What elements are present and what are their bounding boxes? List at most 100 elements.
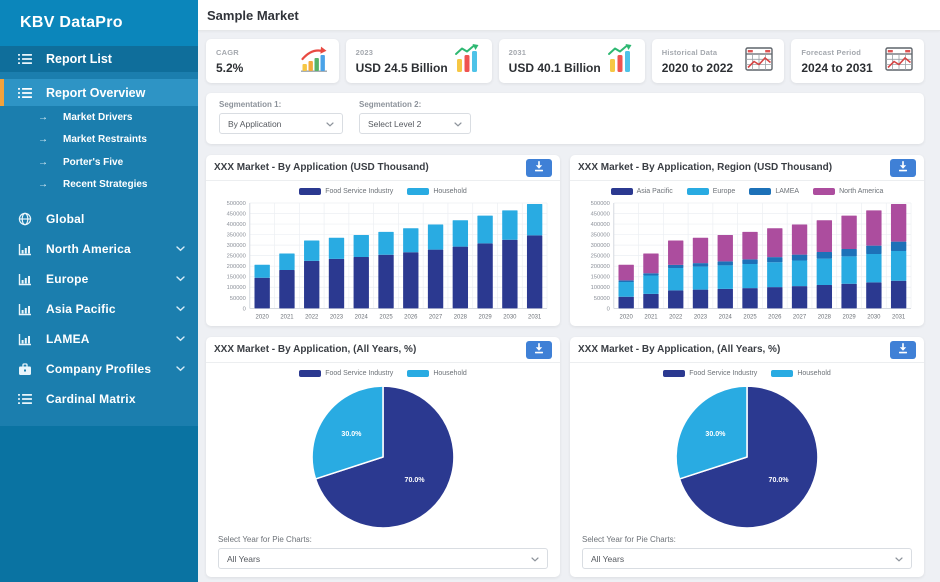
svg-text:0: 0 [243,306,246,312]
pie-chart-application: Food Service Industry Household 70.0% 30.0% [218,367,548,532]
download-icon [897,342,909,357]
chevron-down-icon [531,554,539,564]
sidebar-menu: Report List Report Overview → Market Dri… [0,46,198,426]
sidebar-subitem-recent-strategies[interactable]: → Recent Strategies [0,174,198,197]
svg-text:30.0%: 30.0% [705,430,726,438]
sidebar-item-europe[interactable]: Europe [0,264,198,294]
svg-text:2025: 2025 [379,314,393,320]
legend-label: Europe [712,188,736,195]
stat-value: 5.2% [216,60,244,75]
svg-text:2028: 2028 [454,314,468,320]
svg-text:450000: 450000 [227,211,246,217]
legend-label: Food Service Industry [325,188,394,195]
stat-value: USD 24.5 Billion [355,60,448,75]
stat-card-2031: 2031 USD 40.1 Billion [498,39,645,83]
legend-item[interactable]: Europe [686,188,736,195]
svg-text:100000: 100000 [591,285,610,291]
pie-chart-application: Food Service Industry Household 70.0% 30.0% [582,367,912,532]
svg-text:2029: 2029 [478,314,492,320]
sidebar-item-label: Asia Pacific [46,302,116,316]
sidebar-subitem-porters-five[interactable]: → Porter's Five [0,151,198,174]
sidebar-item-global[interactable]: Global [0,204,198,234]
svg-text:100000: 100000 [227,285,246,291]
chart-legend: Food Service Industry Household [582,367,912,380]
chart-legend: Food Service Industry Household [214,185,552,198]
pie-year-select[interactable]: All Years [582,548,912,570]
pie-year-selected-value: All Years [227,553,261,564]
chart-title: XXX Market - By Application (USD Thousan… [214,162,429,173]
segmentation2-label: Segmentation 2: [359,100,422,109]
stat-card-cagr: CAGR 5.2% [206,39,339,83]
arrow-right-icon: → [38,179,48,191]
topbar: Sample Market [198,0,940,31]
svg-text:500000: 500000 [227,201,246,207]
sidebar-subitem-market-drivers[interactable]: → Market Drivers [0,106,198,129]
download-icon [533,342,545,357]
download-button[interactable] [890,158,916,177]
chart-header: XXX Market - By Application, (All Years,… [206,337,560,364]
svg-text:2031: 2031 [892,314,906,320]
legend-item[interactable]: Asia Pacific [610,188,673,195]
svg-text:50000: 50000 [594,296,610,302]
chart-title: XXX Market - By Application, Region (USD… [578,162,833,173]
legend-swatch [663,370,686,378]
sidebar-subitem-market-restraints[interactable]: → Market Restraints [0,129,198,152]
svg-text:400000: 400000 [227,222,246,228]
svg-text:300000: 300000 [227,243,246,249]
legend-label: Household [797,370,831,378]
chart-header: XXX Market - By Application, (All Years,… [570,337,924,364]
sidebar-item-company-profiles[interactable]: Company Profiles [0,354,198,384]
legend-item[interactable]: LAMEA [749,188,799,195]
page-title: Sample Market [207,7,299,23]
legend-item[interactable]: Household [407,188,467,195]
svg-text:2029: 2029 [842,314,856,320]
segmentation1-select[interactable]: By Application [219,113,343,134]
legend-swatch [299,188,322,195]
pie-year-selected-value: All Years [591,553,625,564]
chart-header: XXX Market - By Application, Region (USD… [570,155,924,181]
chart-header: XXX Market - By Application (USD Thousan… [206,155,560,181]
legend-item[interactable]: Household [771,370,831,378]
svg-text:400000: 400000 [591,222,610,228]
pie-chart-body: Food Service Industry Household 70.0% 30.0%… [206,363,560,577]
segmentation2-select[interactable]: Select Level 2 [359,113,471,134]
stat-label: Forecast Period [801,47,862,57]
stat-label: 2031 [508,47,527,57]
growth-bars-red-arrow-icon [299,44,329,79]
download-button[interactable] [890,340,916,359]
pie-chart-card-left: XXX Market - By Application, (All Years,… [206,337,560,578]
growth-bars-green-arrow-icon [452,43,482,79]
sidebar-subitem-label: Market Restraints [63,134,147,146]
chevron-down-icon [176,336,185,342]
sidebar-item-north-america[interactable]: North America [0,234,198,264]
legend-item[interactable]: Food Service Industry [663,370,757,378]
sidebar-item-report-overview[interactable]: Report Overview [0,79,198,106]
svg-text:2023: 2023 [330,314,344,320]
legend-swatch [813,188,836,195]
download-button[interactable] [526,158,552,177]
legend-item[interactable]: Household [407,370,467,378]
svg-text:2022: 2022 [305,314,319,320]
content: CAGR 5.2% 2023 USD 24.5 Billion 2031 [198,31,940,578]
sidebar-item-lamea[interactable]: LAMEA [0,324,198,354]
sidebar-item-cardinal-matrix[interactable]: Cardinal Matrix [0,384,198,414]
pie-chart-body: Food Service Industry Household 70.0% 30.0%… [570,363,924,577]
legend-item[interactable]: Food Service Industry [299,370,393,378]
svg-text:2026: 2026 [404,314,418,320]
legend-item[interactable]: North America [813,188,883,195]
chart-title: XXX Market - By Application, (All Years,… [214,344,417,356]
chart-legend: Food Service Industry Household [218,367,548,380]
legend-item[interactable]: Food Service Industry [299,188,393,195]
sidebar-item-asia-pacific[interactable]: Asia Pacific [0,294,198,324]
svg-text:2026: 2026 [768,314,782,320]
svg-text:2020: 2020 [256,314,270,320]
legend-label: Household [433,188,467,195]
sidebar-item-label: Report List [46,52,112,66]
download-button[interactable] [526,340,552,359]
arrow-right-icon: → [38,156,48,168]
sidebar-item-report-list[interactable]: Report List [0,46,198,72]
pie-year-select[interactable]: All Years [218,548,548,570]
bar-chart-svg: 0 50000 100000 150000 200000 250000 300000 3500… [591,201,912,320]
svg-text:2024: 2024 [355,314,369,320]
segmentation1-label: Segmentation 1: [219,100,282,109]
